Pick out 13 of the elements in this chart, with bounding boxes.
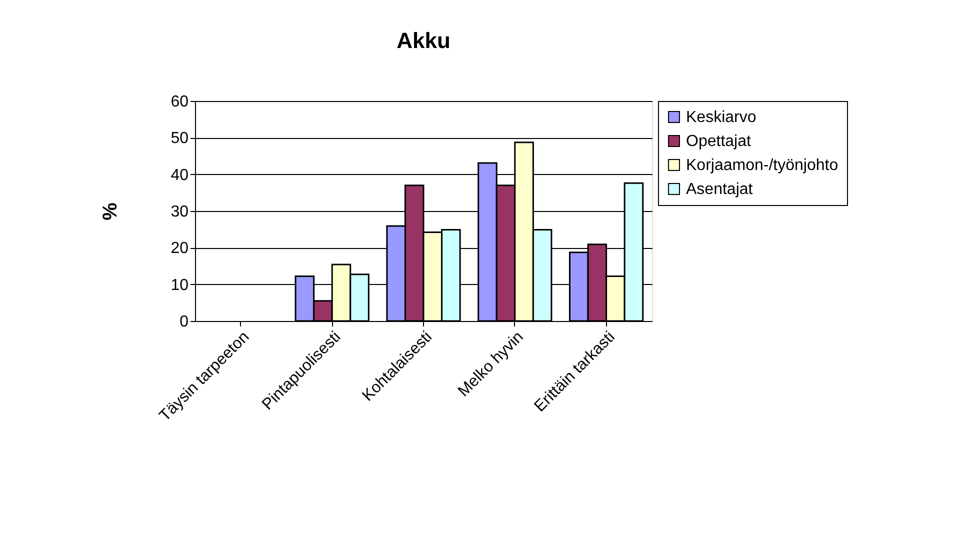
y-tick-label: 10	[170, 276, 189, 294]
legend-label: Keskiarvo	[686, 109, 756, 126]
y-axis-title: %	[100, 202, 122, 220]
legend-label: Opettajat	[686, 133, 752, 150]
y-tick-label: 60	[170, 94, 189, 110]
y-tick-label: 50	[170, 130, 189, 148]
y-tick-label: 40	[170, 166, 189, 184]
chart-title: Akku	[396, 28, 450, 53]
y-tick-label: 0	[180, 314, 189, 330]
legend-label: Asentajat	[686, 181, 754, 198]
y-tick-label: 20	[170, 240, 189, 258]
legend-label: Korjaamon-/työnjohto	[686, 157, 838, 174]
y-tick-label: 30	[170, 204, 189, 220]
